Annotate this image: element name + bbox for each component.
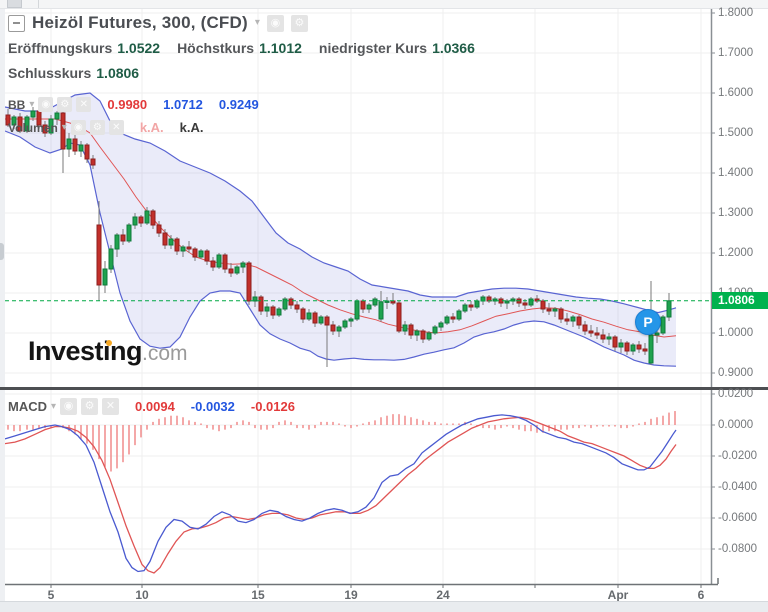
eye-icon[interactable]: ◉	[60, 398, 78, 415]
top-toolbar-strip	[0, 0, 768, 9]
high-value: 1.1012	[259, 40, 302, 56]
volume-value-1: k.A.	[139, 120, 164, 135]
eye-icon[interactable]: ◉	[266, 14, 284, 32]
open-value: 1.0522	[117, 40, 161, 56]
panel-divider[interactable]	[0, 387, 768, 390]
logo-text: Investing	[28, 336, 143, 366]
eye-icon[interactable]: ◉	[70, 120, 86, 135]
eye-icon[interactable]: ◉	[38, 97, 54, 112]
axis-label: 1.7000	[718, 47, 754, 59]
gear-icon[interactable]: ⚙	[81, 398, 99, 415]
axis-label: 5	[47, 588, 55, 602]
bb-upper-value: 0.9980	[107, 97, 148, 112]
macd-signal-value: -0.0032	[190, 399, 235, 414]
axis-label: 0.0200	[718, 388, 754, 400]
left-panel-handle[interactable]	[0, 243, 4, 260]
volume-indicator-row: Volumen ▾ ◉ ⚙ ✕ k.A. k.A.	[8, 120, 204, 135]
axis-label: -0.0200	[718, 450, 758, 462]
title-row: Heizöl Futures, 300, (CFD) ▾ ◉ ⚙	[8, 13, 308, 33]
bb-indicator-row: BB ▾ ◉ ⚙ ✕ 0.9980 1.0712 0.9249	[8, 97, 259, 112]
open-label: Eröffnungskurs	[8, 40, 113, 56]
gear-icon[interactable]: ⚙	[89, 120, 105, 135]
low-label: niedrigster Kurs	[318, 40, 428, 56]
macd-hist-value: -0.0126	[250, 399, 295, 414]
close-label: Schlusskurs	[8, 65, 92, 81]
volume-label[interactable]: Volumen	[8, 120, 58, 135]
chevron-down-icon[interactable]: ▾	[51, 400, 57, 412]
high-label: Höchstkurs	[177, 40, 255, 56]
candles-layer	[5, 107, 672, 367]
ohlc-row: Eröffnungskurs 1.0522 Höchstkurs 1.1012 …	[8, 40, 487, 56]
close-row: Schlusskurs 1.0806	[8, 65, 151, 81]
last-price-tag: 1.0806	[712, 292, 768, 309]
chevron-down-icon[interactable]: ▾	[254, 17, 260, 28]
axis-label: -0.0400	[718, 481, 758, 493]
position-marker[interactable]: P	[635, 309, 661, 335]
axis-label: -0.0800	[718, 543, 758, 555]
close-icon[interactable]: ✕	[108, 120, 124, 135]
volume-value-2: k.A.	[179, 120, 204, 135]
bb-label[interactable]: BB	[8, 97, 26, 112]
axis-label: 24	[436, 588, 450, 602]
axis-label: 6	[697, 588, 705, 602]
macd-indicator-row: MACD ▾ ◉ ⚙ ✕ 0.0094 -0.0032 -0.0126	[8, 398, 295, 415]
axis-label: 1.3000	[718, 207, 754, 219]
close-icon[interactable]: ✕	[76, 97, 92, 112]
axis-label: 10	[135, 588, 149, 602]
axis-label: 1.6000	[718, 87, 754, 99]
collapse-icon[interactable]	[8, 14, 25, 32]
macd-value: 0.0094	[135, 399, 175, 414]
toolbar-button-partial[interactable]	[7, 0, 22, 8]
macd-layer	[4, 411, 677, 574]
gear-icon[interactable]: ⚙	[57, 97, 73, 112]
axis-label: 1.4000	[718, 167, 754, 179]
axis-label: 1.5000	[718, 127, 754, 139]
page-bottom-strip	[0, 601, 768, 612]
left-panel-strip	[0, 9, 5, 601]
axis-label: 0.0000	[718, 419, 754, 431]
axis-label: 19	[344, 588, 358, 602]
axis-label: -0.0600	[718, 512, 758, 524]
bb-middle-value: 1.0712	[163, 97, 203, 112]
close-icon[interactable]: ✕	[102, 398, 120, 415]
macd-label[interactable]: MACD	[8, 399, 47, 414]
axis-label: 1.8000	[718, 7, 754, 19]
axis-label: Apr	[607, 588, 629, 602]
toolbar-divider	[38, 0, 39, 8]
bollinger-layer	[4, 92, 677, 367]
axis-label: 15	[251, 588, 265, 602]
axis-label: 0.9000	[718, 367, 754, 379]
chart-title[interactable]: Heizöl Futures, 300, (CFD)	[32, 13, 248, 32]
bb-lower-value: 0.9249	[218, 97, 259, 112]
logo-suffix: .com	[142, 342, 188, 365]
close-value: 1.0806	[96, 65, 140, 81]
watermark-logo: Investing .com	[28, 336, 188, 367]
chevron-down-icon[interactable]: ▾	[29, 98, 35, 110]
axis-label: 1.0000	[718, 327, 754, 339]
chevron-down-icon[interactable]: ▾	[61, 121, 67, 133]
logo-dot	[106, 340, 112, 346]
axis-layer	[5, 8, 719, 588]
low-value: 1.0366	[432, 40, 475, 56]
gear-icon[interactable]: ⚙	[290, 14, 308, 32]
axis-label: 1.2000	[718, 247, 754, 259]
